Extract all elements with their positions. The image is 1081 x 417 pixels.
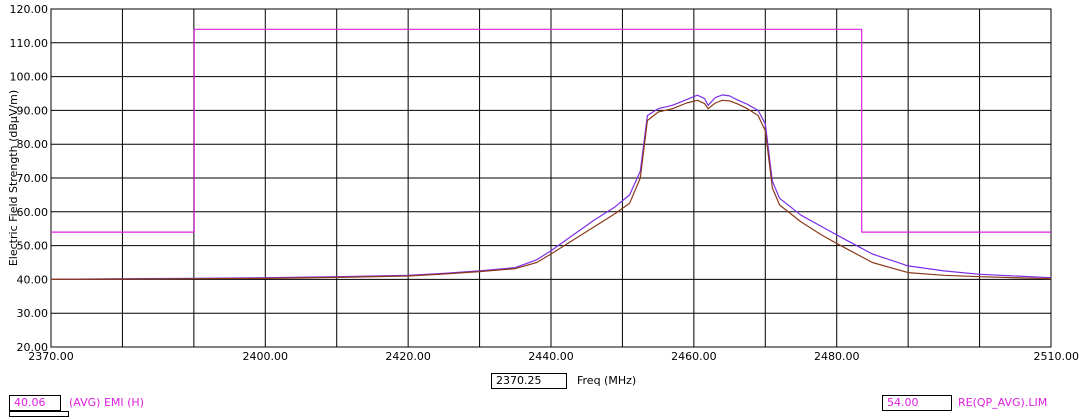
series-line-2 bbox=[50, 99, 1052, 280]
y-axis-label: Electric Field Strength (dBµV/m) bbox=[7, 90, 20, 266]
y-tick-label: 100.00 bbox=[10, 71, 49, 84]
right-cursor-value-box[interactable]: 54.00 bbox=[882, 395, 952, 411]
y-tick-labels: 120.00 110.00 100.00 90.00 80.00 70.00 60.00 50… bbox=[10, 3, 49, 354]
right-cursor-label: RE(QP_AVG).LIM bbox=[958, 396, 1048, 409]
cursor-x-value-box[interactable]: 2370.25 bbox=[491, 373, 567, 389]
y-tick-label: 90.00 bbox=[17, 104, 49, 117]
y-tick-label: 50.00 bbox=[17, 240, 49, 253]
x-tick-label: 2370.00 bbox=[28, 350, 74, 363]
x-tick-label: 2400.00 bbox=[243, 350, 289, 363]
series-line-0 bbox=[51, 28, 1051, 233]
gridlines bbox=[50, 8, 1052, 348]
y-tick-label: 110.00 bbox=[10, 37, 49, 50]
x-tick-label: 2510.00 bbox=[1034, 350, 1080, 363]
y-tick-label: 120.00 bbox=[10, 3, 49, 16]
y-tick-label: 30.00 bbox=[17, 307, 49, 320]
series-line-1 bbox=[50, 94, 1052, 280]
x-tick-label: 2440.00 bbox=[528, 350, 574, 363]
x-tick-labels: 2370.00 2400.00 2420.00 2440.00 2460.00 2480.… bbox=[28, 350, 1079, 363]
y-tick-label: 80.00 bbox=[17, 138, 49, 151]
series-lines bbox=[50, 28, 1052, 280]
cursor-box-partial bbox=[9, 411, 69, 417]
x-axis-label: Freq (MHz) bbox=[577, 374, 637, 387]
y-tick-label: 40.00 bbox=[17, 273, 49, 286]
x-tick-label: 2480.00 bbox=[814, 350, 860, 363]
left-cursor-value-box[interactable]: 40.06 bbox=[9, 395, 61, 411]
y-tick-label: 20.00 bbox=[17, 341, 49, 354]
y-tick-label: 60.00 bbox=[17, 206, 49, 219]
x-tick-label: 2460.00 bbox=[671, 350, 717, 363]
y-tick-label: 70.00 bbox=[17, 172, 49, 185]
x-tick-label: 2420.00 bbox=[385, 350, 431, 363]
left-cursor-label: (AVG) EMI (H) bbox=[69, 396, 144, 409]
